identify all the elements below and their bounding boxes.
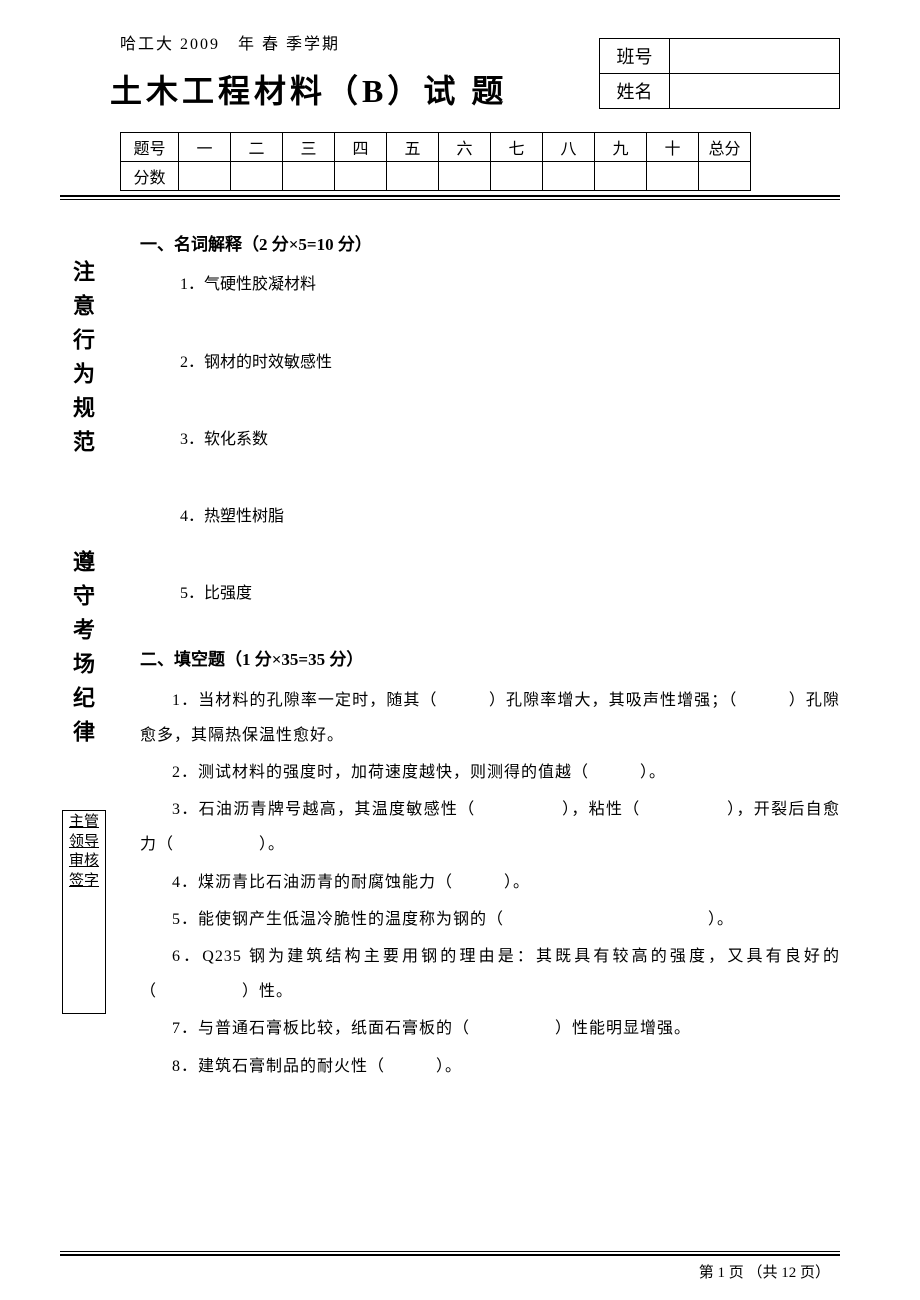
score-col: 一 <box>179 133 231 162</box>
student-info-table: 班号 姓名 <box>599 38 840 109</box>
notice-discipline: 遵守考场纪律 <box>66 550 98 780</box>
fill-item: 2．测试材料的强度时，加荷速度越快，则测得的值越（ ）。 <box>140 755 840 790</box>
body-area: 注意行为规范 遵守考场纪律 主管领导审核签字 一、名词解释（2 分×5=10 分… <box>60 220 840 1086</box>
content-area: 一、名词解释（2 分×5=10 分） 1．气硬性胶凝材料 2．钢材的时效敏感性 … <box>120 220 840 1086</box>
table-row: 姓名 <box>600 74 840 109</box>
score-cell[interactable] <box>647 162 699 191</box>
score-cell[interactable] <box>543 162 595 191</box>
divider-thick <box>60 195 840 197</box>
score-cell[interactable] <box>387 162 439 191</box>
section1-heading: 一、名词解释（2 分×5=10 分） <box>140 226 840 263</box>
term-item: 1．气硬性胶凝材料 <box>180 267 840 302</box>
score-value-row: 分数 <box>121 162 751 191</box>
notice-behavior: 注意行为规范 <box>66 260 98 490</box>
left-sidebar: 注意行为规范 遵守考场纪律 主管领导审核签字 <box>60 220 120 1086</box>
fill-item: 6．Q235 钢为建筑结构主要用钢的理由是：其既具有较高的强度，又具有良好的（ … <box>140 939 840 1009</box>
approval-box: 主管领导审核签字 <box>62 810 106 1014</box>
score-col: 二 <box>231 133 283 162</box>
footer-divider-thin <box>60 1251 840 1252</box>
table-row: 班号 <box>600 39 840 74</box>
score-header-row: 题号 一 二 三 四 五 六 七 八 九 十 总分 <box>121 133 751 162</box>
score-col: 六 <box>439 133 491 162</box>
fill-item: 4．煤沥青比石油沥青的耐腐蚀能力（ ）。 <box>140 865 840 900</box>
title-row: 土木工程材料（B）试 题 班号 姓名 <box>110 66 840 112</box>
score-cell[interactable] <box>283 162 335 191</box>
fill-item: 1．当材料的孔隙率一定时，随其（ ）孔隙率增大，其吸声性增强；（ ）孔隙愈多，其… <box>140 683 840 753</box>
info-label-name: 姓名 <box>600 74 670 109</box>
score-col: 三 <box>283 133 335 162</box>
score-table: 题号 一 二 三 四 五 六 七 八 九 十 总分 分数 <box>120 132 751 191</box>
score-rowlabel: 题号 <box>121 133 179 162</box>
score-col: 四 <box>335 133 387 162</box>
info-value-class[interactable] <box>670 39 840 74</box>
divider-thin <box>60 199 840 200</box>
main-title: 土木工程材料（B）试 题 <box>110 66 569 112</box>
score-rowlabel: 分数 <box>121 162 179 191</box>
fill-item: 8．建筑石膏制品的耐火性（ ）。 <box>140 1049 840 1084</box>
fill-item: 3．石油沥青牌号越高，其温度敏感性（ ），粘性（ ），开裂后自愈力（ ）。 <box>140 792 840 862</box>
score-col: 八 <box>543 133 595 162</box>
score-col: 七 <box>491 133 543 162</box>
page-number: 第 1 页 （共 12 页） <box>699 1261 830 1282</box>
score-col-total: 总分 <box>699 133 751 162</box>
section2-heading: 二、填空题（1 分×35=35 分） <box>140 641 840 678</box>
term-item: 4．热塑性树脂 <box>180 499 840 534</box>
term-item: 5．比强度 <box>180 576 840 611</box>
footer-divider-thick <box>60 1254 840 1256</box>
score-cell-total[interactable] <box>699 162 751 191</box>
fill-item: 5．能使钢产生低温冷脆性的温度称为钢的（ ）。 <box>140 902 840 937</box>
score-col: 十 <box>647 133 699 162</box>
score-cell[interactable] <box>231 162 283 191</box>
score-cell[interactable] <box>491 162 543 191</box>
score-cell[interactable] <box>179 162 231 191</box>
fill-item: 7．与普通石膏板比较，纸面石膏板的（ ）性能明显增强。 <box>140 1011 840 1046</box>
approval-label: 主管领导审核签字 <box>63 811 105 893</box>
info-value-name[interactable] <box>670 74 840 109</box>
score-cell[interactable] <box>439 162 491 191</box>
term-item: 3．软化系数 <box>180 422 840 457</box>
score-cell[interactable] <box>335 162 387 191</box>
score-col: 九 <box>595 133 647 162</box>
term-item: 2．钢材的时效敏感性 <box>180 345 840 380</box>
score-cell[interactable] <box>595 162 647 191</box>
info-label-class: 班号 <box>600 39 670 74</box>
score-col: 五 <box>387 133 439 162</box>
approval-signature-area[interactable] <box>63 893 105 1013</box>
